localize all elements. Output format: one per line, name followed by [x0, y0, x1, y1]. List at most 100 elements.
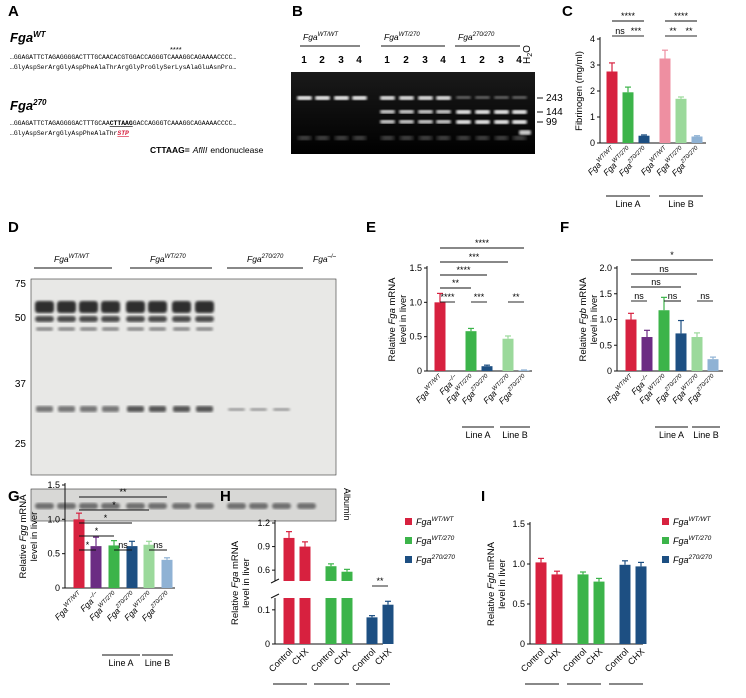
gel-lane-number: 1 [384, 55, 390, 66]
panel-letter-a: A [8, 3, 19, 20]
y-tick-label: 0.5 [599, 340, 612, 350]
bar [675, 98, 687, 143]
gel-primer-band [476, 136, 489, 140]
mut-seq-dna-site: CTTAAG [110, 120, 133, 127]
albumin-band [101, 503, 120, 509]
bar [126, 546, 138, 588]
y-tick-label: 0 [265, 639, 270, 649]
bar [382, 604, 394, 644]
gel-band-243 [418, 96, 433, 100]
gel-lane-number: 3 [338, 55, 344, 66]
albumin-label: Albumin [342, 488, 352, 521]
blot-group-label: Fga270/270 [247, 254, 284, 264]
line-group-label: Line A [465, 430, 490, 440]
y-label-post: mRNA [18, 494, 29, 525]
blot-band-minor [36, 327, 53, 331]
gel-lane-number: 3 [422, 55, 428, 66]
legend-label-base: Fga [673, 555, 689, 565]
x-category-sup: –/– [639, 373, 650, 384]
legend-swatch [662, 518, 669, 525]
gel-group-labels: FgaWT/WT FgaWT/270 Fga270/270 [300, 32, 520, 47]
y-tick-label: 0.5 [47, 549, 60, 559]
y-label-post: mRNA [578, 277, 589, 308]
gel-lane-number: 2 [479, 55, 485, 66]
bar-lower [325, 598, 337, 644]
line-group-label: Line B [693, 430, 719, 440]
significance-label: **** [621, 11, 636, 21]
gel-group-label-base: Fga [458, 32, 473, 42]
gel-lane-number: 2 [319, 55, 325, 66]
albumin-bands [35, 503, 316, 509]
gel-band-243 [334, 96, 349, 100]
legend-label-sup: WT/270 [432, 535, 455, 542]
albumin-band [249, 503, 268, 509]
bar [619, 564, 631, 644]
legend-label-sup: WT/270 [689, 535, 712, 542]
x-category-sup: 270/270 [695, 373, 716, 394]
significance-label: ** [452, 278, 460, 288]
blot-mw-label: 37 [15, 379, 27, 390]
significance-label: ** [685, 26, 693, 36]
y-tick-label: 1.5 [409, 263, 422, 273]
gel-group-label-sup: 270/270 [472, 32, 495, 38]
bar [691, 337, 703, 371]
legend-swatch [405, 518, 412, 525]
legend-label-sup: 270/270 [688, 554, 713, 561]
y-axis-label-line1: Relative Fgb mRNA [486, 541, 497, 626]
blot-band-alpha [126, 301, 145, 313]
gel-size-label: 144 [546, 107, 563, 118]
blot-band-gamma [127, 406, 144, 412]
y-tick-label: 4 [590, 34, 595, 44]
blot-group-label-sup: WT/270 [165, 254, 187, 260]
legend-swatch [662, 556, 669, 563]
line-group-label: Line A [615, 199, 640, 209]
mut-seq-dna-pre: …GGAGATTCTAGAGGGGACTTTGCAA [10, 120, 110, 127]
bar [161, 559, 173, 588]
bar [625, 319, 637, 371]
gel-water-band [519, 130, 531, 135]
panel-letter-b: B [292, 3, 303, 20]
gel-primer-band [353, 136, 366, 140]
enzyme-suffix: endonuclease [210, 145, 263, 155]
blot-mw-label: 50 [15, 313, 27, 324]
panel-letter-e: E [366, 219, 376, 236]
significance-label: ns [659, 264, 669, 274]
albumin-band [148, 503, 167, 509]
legend-label-base: Fga [416, 536, 432, 546]
albumin-band [297, 503, 316, 509]
gel-band-144 [418, 110, 433, 114]
x-category-sup: 270/270 [469, 373, 490, 394]
significance-label: ns [153, 540, 163, 550]
bar-lower [299, 598, 311, 644]
bar [502, 338, 514, 371]
blot-bands [35, 301, 290, 412]
x-category-label: CHX [542, 646, 563, 667]
y-axis-label: Fibrinogen (mg/ml) [574, 51, 585, 131]
gel-band-243 [297, 96, 312, 100]
bar-upper [299, 546, 311, 581]
line-group-label: Line A [659, 430, 684, 440]
gel-group-label: FgaWT/WT [303, 32, 339, 42]
significance-label: ns [668, 291, 678, 301]
gel-group-label: FgaWT/270 [384, 32, 420, 42]
y-tick-label: 0.5 [512, 599, 525, 609]
y-axis-label-line1: Relative Fgb mRNA [578, 277, 589, 362]
y-label-post: mRNA [486, 541, 497, 572]
significance-label: **** [475, 238, 490, 248]
y-label-pre: Relative [578, 325, 589, 362]
gel-band-243 [380, 96, 395, 100]
water-o: O [522, 45, 533, 53]
y-axis-label-line2: level in liver [398, 295, 409, 345]
blot-band-beta [148, 316, 167, 322]
gel-primer-band [513, 136, 526, 140]
y-tick-label: 0.5 [409, 332, 422, 342]
legend-label: Fga270/270 [673, 554, 712, 565]
legend-label-sup: WT/WT [432, 516, 455, 523]
gel-band-99 [418, 120, 433, 124]
bar-upper [341, 571, 353, 581]
legend-swatch [405, 556, 412, 563]
albumin-band [35, 503, 54, 509]
y-tick-label: 3 [590, 60, 595, 70]
